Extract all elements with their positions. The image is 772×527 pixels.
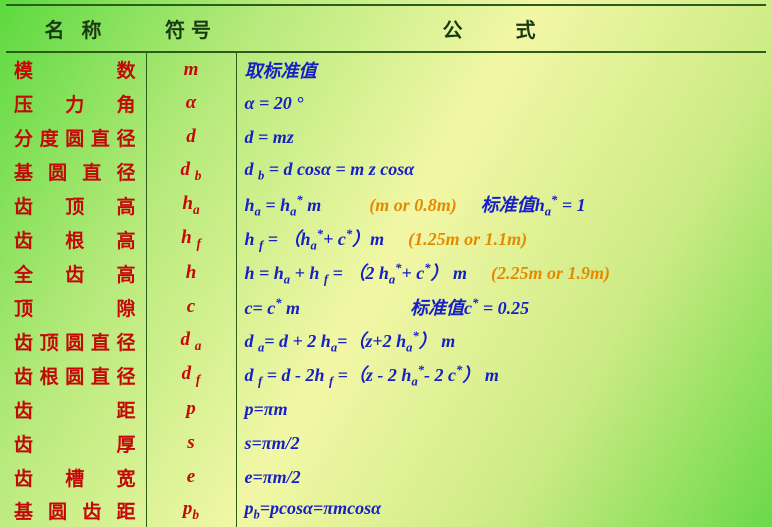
header-name: 名 称 [6,5,146,52]
param-symbol: d b [146,154,236,188]
table-row: 齿厚ss=πm/2 [6,426,766,460]
param-name: 齿厚 [6,426,146,460]
gear-parameter-table: 名 称 符号 公 式 模数m取标准值压力角αα = 20 °分度圆直径dd = … [6,4,766,527]
table-row: 分度圆直径dd = mz [6,120,766,154]
param-formula: d = mz [236,120,766,154]
param-formula: d b = d cosα = m z cosα [236,154,766,188]
param-formula: α = 20 ° [236,86,766,120]
param-name: 齿距 [6,392,146,426]
param-formula: e=πm/2 [236,460,766,494]
param-name: 齿顶高 [6,188,146,222]
table-row: 全齿高hh = ha + h f = （2 ha*+ c*） m(2.25m o… [6,256,766,290]
param-symbol: α [146,86,236,120]
param-symbol: pb [146,494,236,527]
param-name: 顶隙 [6,290,146,324]
param-formula: h f = （ha*+ c*）m(1.25m or 1.1m) [236,222,766,256]
table-row: 模数m取标准值 [6,52,766,86]
header-formula: 公 式 [236,5,766,52]
param-name: 压力角 [6,86,146,120]
param-formula: 取标准值 [236,52,766,86]
param-name: 全齿高 [6,256,146,290]
param-symbol: d f [146,358,236,392]
table-body: 模数m取标准值压力角αα = 20 °分度圆直径dd = mz基圆直径d bd … [6,52,766,527]
param-name: 模数 [6,52,146,86]
param-formula: c= c* m标准值c* = 0.25 [236,290,766,324]
param-name: 分度圆直径 [6,120,146,154]
param-symbol: e [146,460,236,494]
param-name: 齿顶圆直径 [6,324,146,358]
table-row: 压力角αα = 20 ° [6,86,766,120]
param-name: 基圆直径 [6,154,146,188]
param-name: 齿根高 [6,222,146,256]
param-symbol: m [146,52,236,86]
gear-parameter-table-container: 名 称 符号 公 式 模数m取标准值压力角αα = 20 °分度圆直径dd = … [0,0,772,527]
param-formula: ha = ha* m(m or 0.8m)标准值ha* = 1 [236,188,766,222]
param-formula: s=πm/2 [236,426,766,460]
param-name: 基圆齿距 [6,494,146,527]
param-symbol: d [146,120,236,154]
table-row: 顶隙cc= c* m标准值c* = 0.25 [6,290,766,324]
param-formula: d a= d + 2 ha=（z+2 ha*） m [236,324,766,358]
param-symbol: d a [146,324,236,358]
table-row: 齿槽宽ee=πm/2 [6,460,766,494]
table-row: 齿顶圆直径d ad a= d + 2 ha=（z+2 ha*） m [6,324,766,358]
param-symbol: s [146,426,236,460]
param-symbol: ha [146,188,236,222]
param-name: 齿根圆直径 [6,358,146,392]
table-row: 齿距pp=πm [6,392,766,426]
param-symbol: h [146,256,236,290]
param-formula: p=πm [236,392,766,426]
table-row: 齿顶高haha = ha* m(m or 0.8m)标准值ha* = 1 [6,188,766,222]
table-row: 齿根高h fh f = （ha*+ c*）m(1.25m or 1.1m) [6,222,766,256]
table-row: 基圆齿距pbpb=pcosα=πmcosα [6,494,766,527]
table-row: 齿根圆直径d fd f = d - 2h f =（z - 2 ha*- 2 c*… [6,358,766,392]
table-header-row: 名 称 符号 公 式 [6,5,766,52]
param-formula: pb=pcosα=πmcosα [236,494,766,527]
param-name: 齿槽宽 [6,460,146,494]
param-symbol: p [146,392,236,426]
param-formula: h = ha + h f = （2 ha*+ c*） m(2.25m or 1.… [236,256,766,290]
table-row: 基圆直径d bd b = d cosα = m z cosα [6,154,766,188]
header-symbol: 符号 [146,5,236,52]
param-formula: d f = d - 2h f =（z - 2 ha*- 2 c*） m [236,358,766,392]
param-symbol: h f [146,222,236,256]
param-symbol: c [146,290,236,324]
